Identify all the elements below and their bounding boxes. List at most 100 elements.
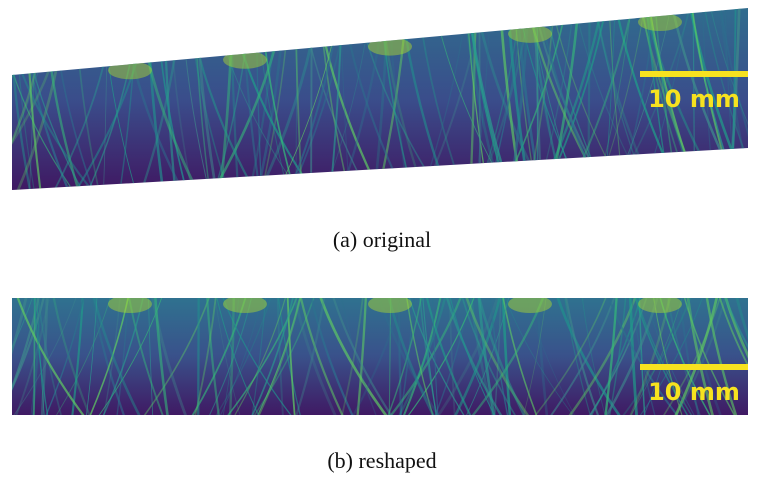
texture-streak (29, 68, 74, 190)
texture-streak (32, 67, 88, 190)
texture-streak (148, 298, 154, 415)
texture-streak (477, 298, 496, 415)
texture-streak (607, 298, 679, 415)
texture-highlight (223, 298, 267, 313)
texture-streak (332, 298, 393, 415)
texture-streak (735, 298, 748, 341)
texture-streak (251, 298, 294, 415)
texture-streak (102, 61, 108, 190)
texture-streak (719, 8, 748, 190)
texture-streak (388, 298, 392, 415)
texture-streak (276, 298, 284, 415)
texture-streak (397, 298, 402, 415)
texture-streak (69, 58, 139, 190)
caption: (a) original (333, 227, 431, 252)
caption: (b) reshaped (327, 448, 436, 473)
texture-streak (37, 298, 62, 415)
texture-streak (666, 298, 701, 415)
texture-streak (310, 298, 354, 415)
texture-streak (556, 298, 621, 415)
texture-streak (91, 298, 125, 415)
texture-highlight (108, 298, 152, 313)
texture-streak (581, 298, 606, 415)
texture-streak (257, 298, 301, 415)
texture-streak (387, 298, 422, 415)
texture-streak (709, 8, 748, 190)
texture-streak (56, 298, 111, 415)
texture-streak (683, 298, 736, 415)
texture-streak (227, 298, 298, 415)
texture-streak (83, 59, 132, 190)
texture-streak (679, 298, 700, 415)
texture-streak (536, 298, 549, 415)
texture-streak (356, 298, 367, 415)
texture-streak (477, 298, 526, 415)
texture-streak (718, 298, 748, 368)
texture-streak (389, 298, 462, 415)
texture-highlight (638, 298, 682, 313)
texture-streak (645, 298, 695, 415)
texture-streak (12, 67, 38, 190)
texture-streak (197, 298, 200, 415)
texture-streak (319, 298, 388, 415)
texture-streak (466, 298, 509, 415)
texture-streak (341, 298, 364, 415)
texture-streak (465, 298, 530, 415)
texture-streak (151, 298, 187, 415)
texture-streak (634, 298, 689, 415)
texture-streak (45, 298, 85, 415)
texture-streak (674, 298, 719, 415)
texture-streak (408, 298, 465, 415)
texture-streak (352, 298, 403, 415)
texture-streak (28, 67, 35, 190)
texture-streak (12, 69, 80, 190)
texture-streak (234, 298, 286, 415)
texture-streak (216, 298, 259, 415)
scale-bar-label: 10 mm (648, 85, 740, 113)
texture-streak (565, 298, 600, 415)
texture-streak (604, 298, 618, 415)
texture-streak (12, 298, 28, 355)
texture-streak (143, 298, 210, 415)
texture-streak (589, 298, 648, 415)
texture-highlight (508, 298, 552, 313)
texture-streak (295, 298, 326, 415)
texture-streak (191, 298, 247, 415)
texture-streak (102, 298, 144, 415)
texture-highlight (108, 61, 152, 80)
texture-streak (89, 298, 129, 415)
texture-streak (19, 68, 101, 190)
texture-streak (257, 298, 302, 415)
texture-streak (103, 298, 121, 415)
texture-streak (116, 298, 129, 415)
texture-streak (387, 298, 435, 415)
texture-streak (643, 298, 681, 415)
texture-streak (590, 298, 642, 415)
scale-bar-label: 10 mm (648, 378, 740, 406)
texture-streak (523, 298, 547, 415)
texture-streak (228, 298, 236, 415)
texture-streak (33, 298, 49, 415)
texture-streak (215, 298, 272, 415)
texture-streak (12, 298, 40, 391)
texture-streak (206, 298, 220, 415)
texture-streak (222, 298, 240, 415)
texture-streak (471, 298, 545, 415)
texture-streak (478, 27, 481, 190)
texture-streak (251, 298, 267, 415)
texture-streak (48, 61, 106, 190)
texture-streak (686, 298, 722, 415)
texture-streak (550, 298, 616, 415)
image-reshaped (12, 298, 748, 415)
texture-streak (402, 298, 442, 415)
texture-streak (406, 298, 434, 415)
texture-highlight (368, 37, 412, 56)
texture-streak (432, 298, 439, 415)
texture-streak (631, 298, 656, 415)
texture-streak (154, 298, 169, 415)
texture-streak (341, 298, 377, 415)
texture-streak (286, 298, 296, 415)
texture-highlight (638, 13, 682, 32)
texture-streak (12, 69, 33, 190)
